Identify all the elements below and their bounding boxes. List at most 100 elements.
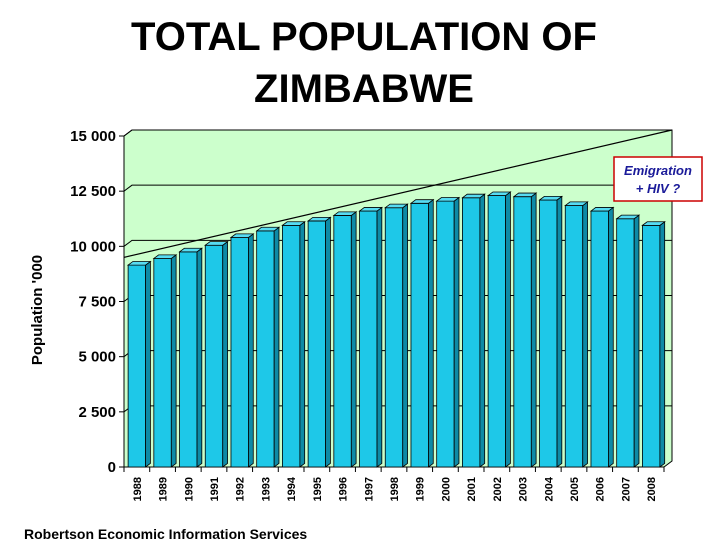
x-tick-label-1988: 1988 bbox=[132, 477, 144, 501]
bar-front bbox=[513, 196, 532, 468]
x-tick-label-1992: 1992 bbox=[235, 477, 247, 501]
bar-front bbox=[179, 251, 198, 468]
annotation-line-2: + HIV ? bbox=[636, 181, 680, 196]
bar-side bbox=[659, 220, 666, 468]
bar-side bbox=[376, 206, 383, 468]
bar-1991 bbox=[204, 240, 229, 468]
bar-2004 bbox=[538, 195, 564, 468]
bar-side bbox=[582, 201, 588, 468]
bar-2001 bbox=[461, 193, 486, 468]
bar-front bbox=[487, 195, 507, 468]
bar-top bbox=[152, 254, 178, 259]
source-credit: Robertson Economic Information Services bbox=[24, 526, 307, 542]
y-tick-label: 5 000 bbox=[78, 349, 116, 366]
y-tick-label: 2 500 bbox=[78, 404, 116, 421]
bar-front bbox=[384, 207, 404, 468]
bar-2008 bbox=[641, 220, 666, 468]
bar-top bbox=[229, 233, 255, 238]
bar-front bbox=[461, 197, 481, 468]
bar-top bbox=[306, 216, 332, 222]
x-tick-label-2007: 2007 bbox=[620, 477, 632, 501]
x-tick-label-2008: 2008 bbox=[646, 477, 658, 501]
bar-1994 bbox=[281, 220, 306, 468]
bar-top bbox=[409, 199, 435, 204]
bar-front bbox=[410, 202, 429, 468]
annotation-box bbox=[613, 156, 703, 202]
x-tick-label-2006: 2006 bbox=[595, 477, 607, 501]
y-tick-label: 7 500 bbox=[78, 294, 116, 311]
x-tick-label-2002: 2002 bbox=[492, 477, 504, 501]
bar-front bbox=[281, 224, 301, 468]
bar-side bbox=[505, 191, 511, 468]
bar-side bbox=[170, 254, 177, 468]
bar-side bbox=[222, 240, 228, 468]
bar-top bbox=[589, 207, 615, 212]
bar-side bbox=[428, 198, 434, 468]
x-tick-label-1994: 1994 bbox=[286, 476, 298, 501]
bar-side bbox=[273, 226, 280, 468]
bar-top bbox=[461, 193, 486, 199]
bar-top bbox=[204, 241, 229, 246]
bar-1997 bbox=[358, 206, 384, 468]
bar-front bbox=[642, 224, 661, 468]
bar-top bbox=[178, 247, 204, 253]
bar-2002 bbox=[486, 191, 512, 468]
y-axis-label: Population '000 bbox=[29, 255, 46, 365]
bar-1990 bbox=[178, 247, 204, 468]
bar-top bbox=[641, 221, 666, 226]
bar-side bbox=[248, 233, 254, 468]
bar-1989 bbox=[152, 254, 178, 468]
x-tick-label-1998: 1998 bbox=[389, 477, 401, 501]
annotation-line-1: Emigration bbox=[624, 163, 692, 178]
bar-side bbox=[402, 203, 408, 468]
chart-title-line-2: ZIMBABWE bbox=[254, 67, 474, 111]
bar-side bbox=[556, 195, 563, 468]
bar-front bbox=[153, 258, 172, 468]
bar-1999 bbox=[409, 198, 435, 468]
x-tick-label-1989: 1989 bbox=[158, 477, 170, 501]
bar-front bbox=[307, 220, 327, 468]
x-tick-label-1990: 1990 bbox=[183, 477, 195, 501]
bar-top bbox=[435, 197, 461, 202]
bar-top bbox=[255, 226, 281, 232]
bar-top bbox=[384, 203, 409, 209]
x-tick-label-1997: 1997 bbox=[363, 477, 375, 501]
bar-side bbox=[633, 214, 640, 468]
bar-side bbox=[453, 196, 460, 468]
bar-top bbox=[126, 261, 152, 266]
x-tick-label-1996: 1996 bbox=[338, 477, 350, 501]
bar-2003 bbox=[512, 192, 538, 468]
bar-front bbox=[359, 210, 378, 468]
y-tick-label: 12 500 bbox=[70, 183, 116, 200]
bar-front bbox=[127, 264, 147, 468]
chart-title-line-1: TOTAL POPULATION OF bbox=[131, 15, 597, 59]
bar-side bbox=[196, 247, 203, 468]
bar-1996 bbox=[332, 211, 358, 468]
gridline bbox=[123, 184, 672, 192]
bar-1992 bbox=[229, 233, 255, 468]
bar-top bbox=[281, 221, 306, 226]
bar-front bbox=[590, 210, 609, 468]
bar-side bbox=[530, 192, 537, 468]
x-tick-label-2001: 2001 bbox=[466, 477, 478, 501]
bar-front bbox=[436, 200, 455, 468]
bar-top bbox=[615, 214, 641, 220]
bar-top bbox=[332, 211, 358, 216]
bar-2005 bbox=[564, 201, 589, 468]
bar-2000 bbox=[435, 196, 461, 468]
bar-top bbox=[512, 192, 538, 198]
x-tick-label-1995: 1995 bbox=[312, 477, 324, 501]
x-tick-label-2005: 2005 bbox=[569, 477, 581, 501]
bar-2007 bbox=[615, 214, 641, 468]
x-tick-label-2003: 2003 bbox=[518, 477, 530, 501]
bar-front bbox=[230, 237, 249, 468]
bar-front bbox=[564, 205, 584, 468]
x-tick-label-2004: 2004 bbox=[543, 476, 555, 501]
bar-front bbox=[539, 199, 558, 468]
bar-top bbox=[564, 201, 589, 206]
x-tick-label-1999: 1999 bbox=[415, 477, 427, 501]
x-tick-label-1993: 1993 bbox=[260, 477, 272, 501]
bar-front bbox=[616, 218, 635, 468]
bar-front bbox=[333, 215, 352, 468]
